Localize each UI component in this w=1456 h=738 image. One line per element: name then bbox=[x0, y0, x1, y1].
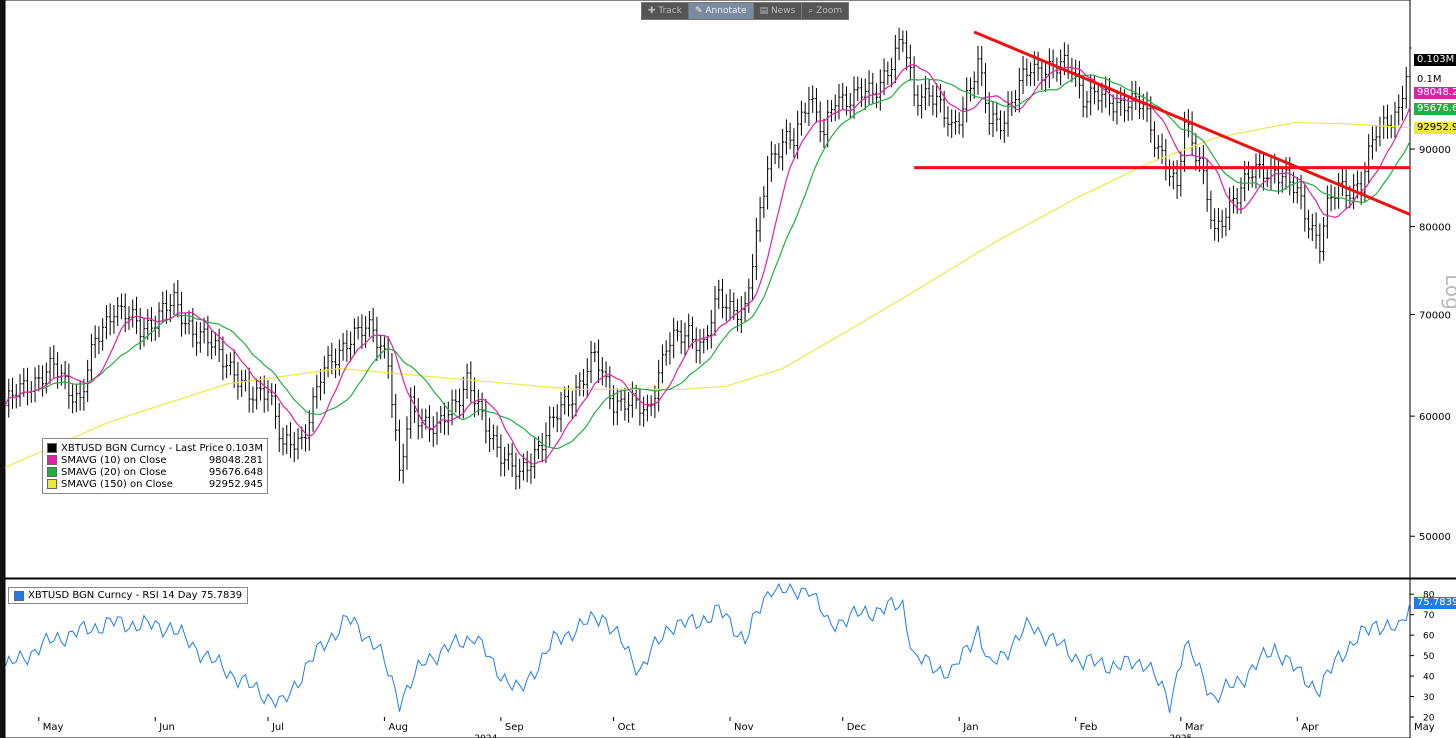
legend-row-sma150: SMAVG (150) on Close 92952.945 bbox=[47, 478, 263, 490]
sma20-line bbox=[4, 74, 1411, 450]
rsi-tick-label: 40 bbox=[1423, 673, 1435, 683]
rsi-tick-label: 30 bbox=[1423, 693, 1435, 703]
value-tag: 0.103M bbox=[1414, 54, 1456, 67]
sma150-line bbox=[4, 121, 1411, 469]
price-axis: 50000 60000 70000 80000 90000 Log bbox=[1410, 145, 1456, 543]
downtrend-line bbox=[973, 30, 1411, 216]
rsi-tick-label: 60 bbox=[1423, 632, 1435, 642]
x-tick-label: Mar bbox=[1185, 722, 1205, 733]
magnifier-icon: ⌕ bbox=[808, 6, 817, 16]
legend-swatch-price bbox=[47, 443, 57, 453]
legend-label-sma10: SMAVG (10) on Close bbox=[61, 454, 167, 466]
zoom-button[interactable]: ⌕ Zoom bbox=[802, 3, 848, 19]
rsi-legend-value: 75.7839 bbox=[200, 590, 243, 601]
legend-label-sma150: SMAVG (150) on Close bbox=[61, 478, 173, 490]
x-tick-label: May bbox=[43, 722, 64, 733]
value-tag: 92952.94 bbox=[1414, 121, 1456, 134]
price-tick-label: 70000 bbox=[1419, 311, 1451, 322]
legend-swatch-rsi bbox=[14, 590, 24, 601]
news-label: News bbox=[770, 6, 796, 16]
x-tick-label: May bbox=[1414, 722, 1435, 733]
price-grid bbox=[4, 0, 1456, 738]
x-tick-label: Jan bbox=[962, 722, 978, 733]
x-tick-label: Apr bbox=[1301, 722, 1319, 733]
x-tick-label: Jul bbox=[271, 722, 284, 733]
rsi-tick-label: 70 bbox=[1423, 611, 1435, 621]
x-tick-label: Sep bbox=[505, 722, 524, 733]
track-button[interactable]: ✚ Track bbox=[642, 3, 689, 19]
zoom-label: Zoom bbox=[816, 6, 843, 16]
rsi-axis: 20 30 40 50 60 70 80 bbox=[1410, 591, 1435, 724]
rsi-legend-label: XBTUSD BGN Curncy - RSI 14 Day bbox=[28, 590, 198, 601]
legend-label-price: XBTUSD BGN Curncy - Last Price bbox=[61, 442, 224, 454]
sma10-line bbox=[4, 64, 1411, 465]
rsi-legend[interactable]: XBTUSD BGN Curncy - RSI 14 Day 75.7839 bbox=[8, 587, 249, 604]
pencil-icon: ✎ bbox=[694, 6, 706, 16]
rsi-marks bbox=[4, 582, 1411, 713]
x-axis: MayJunJulAugSepOctNovDecJanFebMarAprMay2… bbox=[38, 717, 1435, 738]
x-tick-label: Oct bbox=[618, 722, 635, 733]
value-tag: 98048.28 bbox=[1414, 86, 1456, 99]
track-label: Track bbox=[658, 6, 682, 16]
log-scale-label: Log bbox=[1441, 274, 1456, 310]
legend-row-price: XBTUSD BGN Curncy - Last Price 0.103M bbox=[47, 442, 263, 454]
legend-value-sma10: 98048.281 bbox=[208, 454, 263, 466]
legend-swatch-sma10 bbox=[47, 455, 57, 465]
x-tick-label: Jun bbox=[158, 722, 175, 733]
price-tick-label: 80000 bbox=[1419, 223, 1451, 234]
price-tick-label: 50000 bbox=[1419, 532, 1451, 543]
rsi-value-tag: 75.7839 bbox=[1414, 596, 1456, 609]
price-tick-label: 60000 bbox=[1419, 412, 1451, 423]
legend-swatch-sma20 bbox=[47, 467, 57, 477]
legend-swatch-sma150 bbox=[47, 479, 57, 489]
annotate-button[interactable]: ✎ Annotate bbox=[688, 3, 754, 19]
news-icon: ▤ bbox=[759, 6, 771, 16]
rsi-tick-label: 20 bbox=[1423, 714, 1435, 724]
price-legend[interactable]: XBTUSD BGN Curncy - Last Price 0.103M SM… bbox=[42, 438, 268, 494]
news-button[interactable]: ▤ News bbox=[754, 3, 803, 19]
legend-label-sma20: SMAVG (20) on Close bbox=[61, 466, 167, 478]
rsi-tick-label: 80 bbox=[1423, 591, 1435, 601]
rsi-tick-label: 50 bbox=[1423, 652, 1435, 662]
legend-row-sma10: SMAVG (10) on Close 98048.281 bbox=[47, 454, 263, 466]
legend-value-price: 0.103M bbox=[225, 442, 263, 454]
x-year-label: 2025 bbox=[1169, 734, 1192, 738]
price-tick-label: 90000 bbox=[1419, 145, 1451, 156]
crosshair-icon: ✚ bbox=[648, 6, 659, 16]
price-marks bbox=[3, 27, 1412, 490]
plot-frame bbox=[4, 0, 1411, 738]
x-tick-label: Nov bbox=[734, 722, 754, 733]
x-tick-label: Dec bbox=[847, 722, 866, 733]
annotate-label: Annotate bbox=[705, 6, 747, 16]
x-tick-label: Feb bbox=[1080, 722, 1098, 733]
value-tag: 95676.64 bbox=[1414, 102, 1456, 115]
legend-row-sma20: SMAVG (20) on Close 95676.648 bbox=[47, 466, 263, 478]
value-tag: 0.1M bbox=[1414, 73, 1445, 86]
x-tick-label: Aug bbox=[388, 722, 408, 733]
legend-value-sma20: 95676.648 bbox=[208, 466, 263, 478]
chart-toolbar: ✚ Track ✎ Annotate ▤ News ⌕ Zoom bbox=[641, 2, 850, 20]
rsi-line bbox=[4, 582, 1411, 713]
legend-value-sma150: 92952.945 bbox=[208, 478, 263, 490]
left-edge-bar bbox=[0, 0, 5, 738]
x-year-label: 2024 bbox=[474, 734, 497, 738]
